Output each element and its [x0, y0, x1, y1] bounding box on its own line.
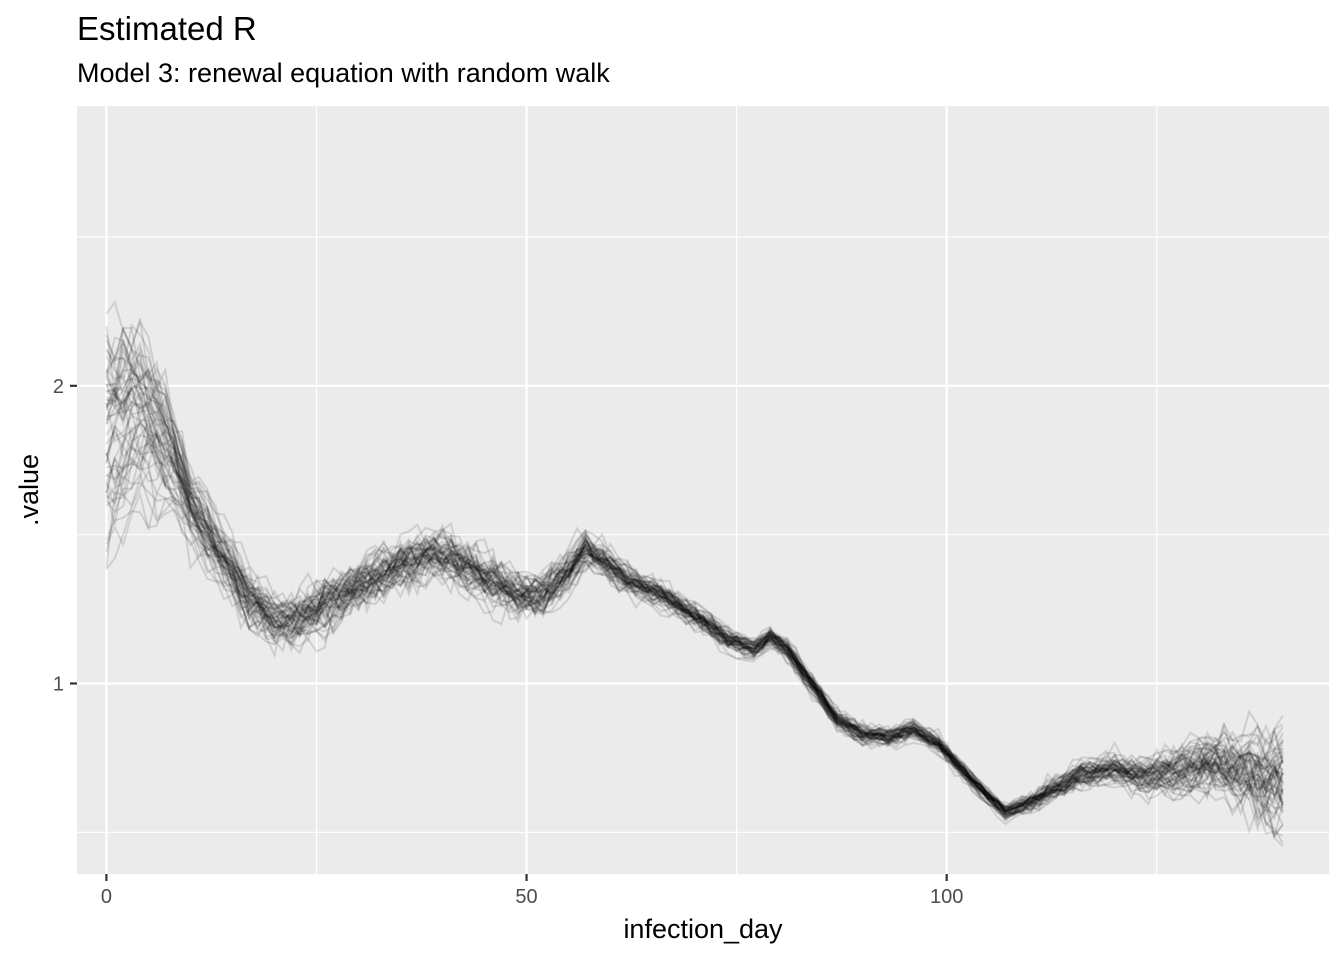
series-line: [105, 409, 1284, 812]
series-line: [105, 429, 1284, 814]
chart-subtitle: Model 3: renewal equation with random wa…: [77, 58, 610, 88]
series-line: [105, 474, 1284, 814]
series-line: [105, 398, 1283, 814]
axis-tick-labels: 0 50 100 1 2: [53, 376, 963, 908]
series-line: [106, 368, 1284, 826]
series-line: [105, 377, 1284, 815]
series-line: [105, 325, 1284, 814]
series-line: [106, 384, 1284, 813]
series-line: [105, 453, 1283, 809]
series-line: [105, 300, 1284, 819]
series-line: [105, 425, 1284, 809]
series-line: [105, 496, 1284, 822]
series-line: [105, 419, 1284, 813]
x-tick-label: 0: [101, 886, 112, 908]
series-line: [105, 325, 1284, 809]
series-line: [106, 346, 1284, 810]
series-line: [105, 442, 1284, 838]
series-line: [105, 356, 1284, 815]
minor-gridlines: [77, 106, 1329, 874]
plot-panel: [77, 106, 1329, 874]
series-line: [105, 417, 1284, 821]
series-line: [105, 438, 1284, 818]
x-axis-title: infection_day: [623, 914, 783, 944]
series-line: [105, 349, 1284, 826]
series-line: [105, 382, 1284, 819]
series-line: [105, 318, 1284, 807]
series-line: [105, 422, 1284, 814]
series-line: [105, 336, 1284, 820]
posterior-draws: [105, 300, 1284, 847]
series-line: [105, 361, 1284, 813]
series-line: [105, 382, 1283, 811]
series-line: [105, 461, 1284, 817]
y-axis-title: .value: [14, 454, 44, 526]
series-line: [106, 323, 1284, 817]
series-line: [105, 468, 1284, 820]
series-line: [105, 431, 1284, 837]
series-line: [105, 389, 1284, 837]
y-tick-label: 2: [53, 376, 64, 398]
series-line: [105, 433, 1284, 817]
series-line: [106, 428, 1284, 814]
series-line: [105, 384, 1284, 820]
series-line: [105, 383, 1283, 809]
axis-ticks: [70, 384, 948, 881]
series-line: [105, 401, 1284, 847]
series-line: [106, 367, 1284, 812]
series-line: [105, 334, 1284, 813]
series-line: [105, 399, 1284, 816]
series-line: [106, 339, 1284, 840]
series-line: [105, 361, 1284, 816]
major-gridlines: [77, 106, 1329, 874]
series-line: [105, 347, 1284, 828]
y-tick-label: 1: [53, 673, 64, 695]
series-line: [105, 402, 1284, 813]
x-tick-label: 50: [515, 886, 537, 908]
series-line: [106, 386, 1284, 844]
series-line: [105, 457, 1284, 820]
chart-title: Estimated R: [77, 10, 257, 47]
series-line: [105, 433, 1284, 832]
series-line: [105, 367, 1284, 813]
x-tick-label: 100: [930, 886, 963, 908]
series-line: [105, 366, 1283, 811]
series-line: [105, 414, 1284, 815]
series-line: [105, 368, 1284, 817]
series-line: [105, 343, 1284, 808]
series-line: [106, 377, 1284, 811]
series-line: [105, 472, 1284, 822]
series-line: [105, 371, 1284, 815]
series-line: [105, 326, 1284, 812]
series-line: [105, 428, 1284, 822]
series-line: [105, 393, 1284, 816]
series-line: [105, 339, 1284, 818]
series-line: [105, 422, 1284, 812]
series-line: [105, 439, 1284, 819]
